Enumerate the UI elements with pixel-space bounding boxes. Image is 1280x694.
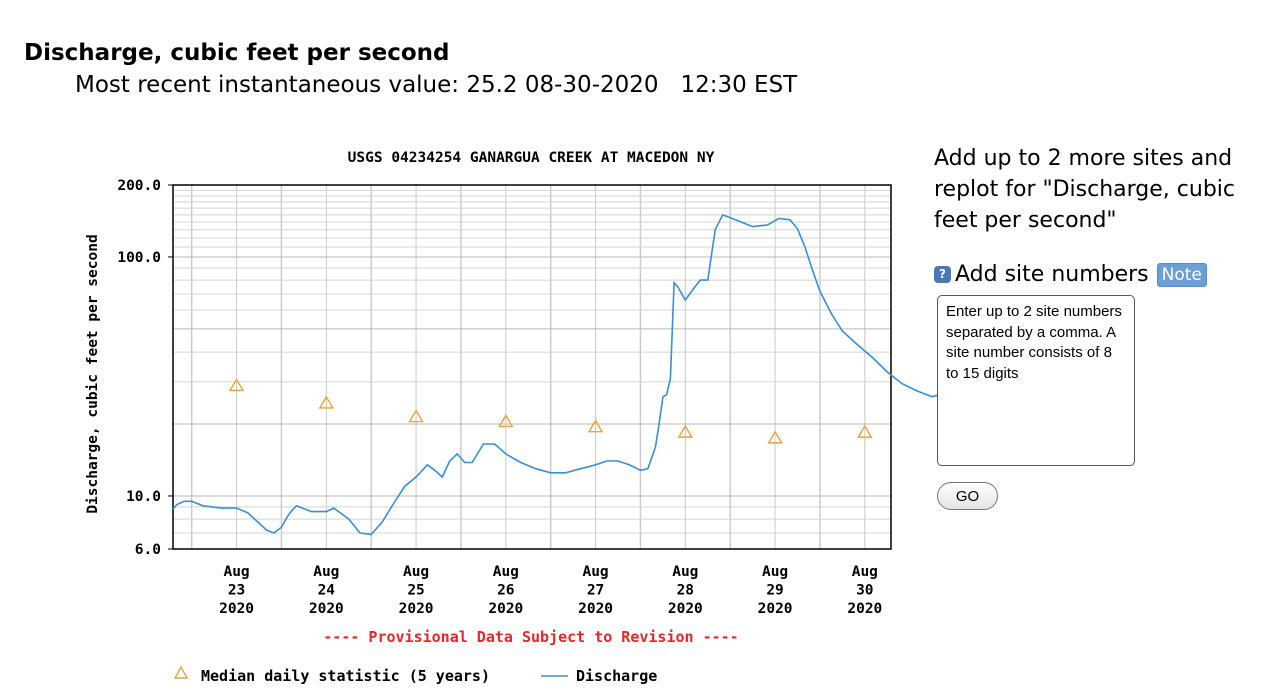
x-tick-label: Aug 24 2020 <box>309 564 344 617</box>
site-numbers-input[interactable] <box>937 295 1135 466</box>
x-tick-label: Aug 30 2020 <box>847 564 882 617</box>
add-site-label: Add site numbers <box>955 262 1149 287</box>
y-tick-label: 200.0 <box>117 178 161 194</box>
median-marker <box>318 395 335 409</box>
chart-title: USGS 04234254 GANARGUA CREEK AT MACEDON … <box>348 150 715 166</box>
median-marker <box>498 414 514 428</box>
y-tick-labels: 200.0 100.0 10.0 6.0 <box>117 178 173 558</box>
legend-discharge-label: Discharge <box>576 667 657 685</box>
legend-median-label: Median daily statistic (5 years) <box>201 667 490 685</box>
plot-frame <box>172 184 892 550</box>
x-tick-label: Aug 26 2020 <box>488 564 523 617</box>
x-tick-label: Aug 28 2020 <box>668 564 703 617</box>
median-marker <box>228 378 245 392</box>
x-tick-label: Aug 23 2020 <box>219 564 254 617</box>
replot-instructions: Add up to 2 more sites and replot for "D… <box>934 146 1236 233</box>
median-marker <box>587 419 604 433</box>
x-tick-label: Aug 25 2020 <box>399 564 434 617</box>
legend-median-marker <box>173 665 189 679</box>
median-marker <box>857 424 873 438</box>
discharge-series-line <box>172 213 948 536</box>
go-button[interactable]: GO <box>937 482 998 510</box>
x-tick-labels: Aug 23 2020 Aug 24 2020 Aug 25 2020 Aug 26 2020 Aug 2… <box>219 564 882 617</box>
legend: Median daily statistic (5 years) Dischar… <box>173 665 657 685</box>
help-icon[interactable]: ? <box>934 266 951 283</box>
parameter-title: Discharge, cubic feet per second <box>24 40 450 66</box>
provisional-note: ---- Provisional Data Subject to Revisio… <box>323 628 738 646</box>
median-marker <box>408 409 424 423</box>
x-tick-label: Aug 27 2020 <box>578 564 613 617</box>
x-tick-label: Aug 29 2020 <box>758 564 793 617</box>
y-tick-label: 100.0 <box>117 250 161 266</box>
chart-grid <box>173 184 891 550</box>
median-marker <box>767 430 783 444</box>
y-tick-label: 10.0 <box>126 489 161 505</box>
y-axis-label: Discharge, cubic feet per second <box>85 234 101 513</box>
median-markers <box>228 378 873 444</box>
add-site-row: ? Add site numbers Note <box>934 262 1207 287</box>
y-tick-label: 6.0 <box>135 542 161 558</box>
median-marker <box>677 424 694 438</box>
recent-value-text: Most recent instantaneous value: 25.2 08… <box>75 72 798 98</box>
note-link[interactable]: Note <box>1156 262 1207 287</box>
